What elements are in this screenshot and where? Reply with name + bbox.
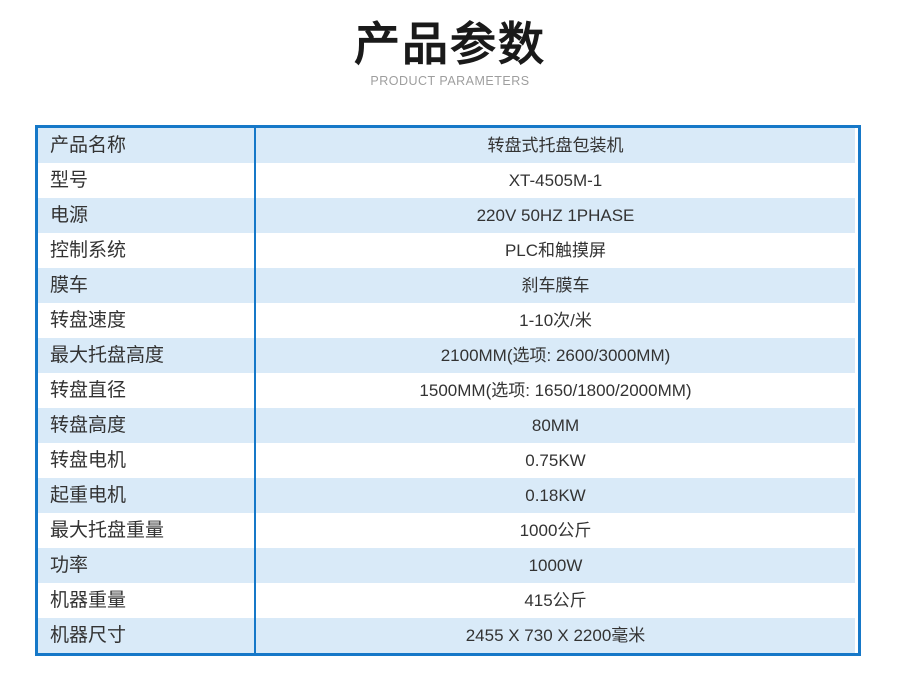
table-row: 膜车 刹车膜车	[38, 268, 858, 303]
table-row: 最大托盘高度 2100MM(选项: 2600/3000MM)	[38, 338, 858, 373]
table-row: 转盘直径 1500MM(选项: 1650/1800/2000MM)	[38, 373, 858, 408]
param-label: 机器重量	[38, 583, 256, 618]
param-value: 0.18KW	[525, 486, 586, 505]
table-row: 电源 220V 50HZ 1PHASE	[38, 198, 858, 233]
param-value: 2455 X 730 X 2200毫米	[465, 626, 646, 645]
table-row: 产品名称 转盘式托盘包装机	[38, 128, 858, 163]
param-value: 0.75KW	[525, 451, 586, 470]
param-label: 产品名称	[38, 128, 256, 163]
table-row: 机器重量 415公斤	[38, 583, 858, 618]
param-label: 转盘直径	[38, 373, 256, 408]
spec-table: 产品名称 转盘式托盘包装机 型号 XT-4505M-1 电源 220V 50HZ…	[35, 125, 861, 656]
table-row: 机器尺寸 2455 X 730 X 2200毫米	[38, 618, 858, 653]
param-label: 起重电机	[38, 478, 256, 513]
table-row: 控制系统 PLC和触摸屏	[38, 233, 858, 268]
param-label: 型号	[38, 163, 256, 198]
param-value: 1000W	[528, 556, 583, 575]
param-value: 刹车膜车	[521, 276, 590, 295]
param-label: 控制系统	[38, 233, 256, 268]
param-value: 1000公斤	[519, 521, 592, 540]
param-label: 膜车	[38, 268, 256, 303]
param-label: 机器尺寸	[38, 618, 256, 653]
table-row: 转盘速度 1-10次/米	[38, 303, 858, 338]
param-label: 转盘电机	[38, 443, 256, 478]
page-subtitle: PRODUCT PARAMETERS	[370, 73, 530, 88]
table-row: 起重电机 0.18KW	[38, 478, 858, 513]
param-value: PLC和触摸屏	[504, 241, 607, 260]
table-row: 转盘高度 80MM	[38, 408, 858, 443]
param-value: 转盘式托盘包装机	[487, 136, 624, 155]
table-row: 最大托盘重量 1000公斤	[38, 513, 858, 548]
param-label: 转盘速度	[38, 303, 256, 338]
param-value: XT-4505M-1	[508, 171, 603, 190]
table-row: 型号 XT-4505M-1	[38, 163, 858, 198]
param-value: 415公斤	[524, 591, 587, 610]
param-value: 220V 50HZ 1PHASE	[476, 206, 635, 225]
page-header: 产品参数 PRODUCT PARAMETERS	[0, 0, 900, 88]
param-label: 转盘高度	[38, 408, 256, 443]
param-value: 1500MM(选项: 1650/1800/2000MM)	[419, 381, 692, 400]
param-value: 1-10次/米	[519, 311, 592, 330]
param-value: 80MM	[531, 416, 580, 435]
param-label: 最大托盘高度	[38, 338, 256, 373]
table-row: 转盘电机 0.75KW	[38, 443, 858, 478]
param-label: 最大托盘重量	[38, 513, 256, 548]
param-label: 电源	[38, 198, 256, 233]
table-row: 功率 1000W	[38, 548, 858, 583]
param-label: 功率	[38, 548, 256, 583]
param-value: 2100MM(选项: 2600/3000MM)	[440, 346, 671, 365]
page-title: 产品参数	[354, 18, 546, 70]
